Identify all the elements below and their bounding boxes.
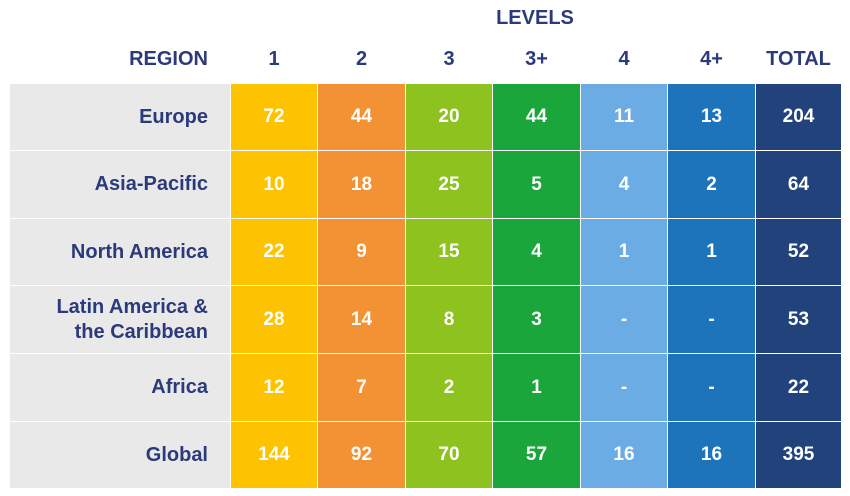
column-header-6: 4+ (700, 47, 723, 70)
column-header-3: 3 (443, 47, 455, 70)
data-cell-r5-c5: - (581, 354, 667, 421)
row-label-4: Latin America & the Caribbean (10, 286, 230, 353)
data-cell-r3-c3: 15 (406, 219, 492, 285)
data-cell-r1-c1: 72 (231, 84, 317, 150)
column-header-7: TOTAL (766, 47, 831, 70)
data-cell-r2-c3: 25 (406, 151, 492, 218)
data-cell-r6-c2: 92 (318, 422, 405, 488)
data-cell-r5-c3: 2 (406, 354, 492, 421)
data-cell-r5-c2: 7 (318, 354, 405, 421)
row-label-5: Africa (10, 354, 230, 421)
data-cell-r2-c4: 5 (493, 151, 580, 218)
data-cell-r5-c6: - (668, 354, 755, 421)
data-cell-r2-c6: 2 (668, 151, 755, 218)
column-header-2: 2 (355, 47, 368, 70)
data-cell-r5-c4: 1 (493, 354, 580, 421)
region-header: REGION (129, 47, 208, 70)
data-cell-r3-c4: 4 (493, 219, 580, 285)
data-cell-r4-c1: 28 (231, 286, 317, 353)
data-cell-r2-c1: 10 (231, 151, 317, 218)
data-cell-r3-c2: 9 (318, 219, 405, 285)
data-cell-r1-c5: 11 (581, 84, 667, 150)
row-label-6: Global (10, 422, 230, 488)
data-cell-r3-c5: 1 (581, 219, 667, 285)
column-header-5: 4 (618, 47, 630, 70)
data-cell-r6-c5: 16 (581, 422, 667, 488)
data-cell-r3-c7: 52 (756, 219, 841, 285)
data-cell-r6-c4: 57 (493, 422, 580, 488)
column-header-4: 3+ (525, 47, 548, 70)
data-cell-r6-c3: 70 (406, 422, 492, 488)
data-cell-r4-c7: 53 (756, 286, 841, 353)
data-cell-r5-c7: 22 (756, 354, 841, 421)
data-cell-r2-c5: 4 (581, 151, 667, 218)
data-cell-r4-c6: - (668, 286, 755, 353)
data-cell-r1-c2: 44 (318, 84, 405, 150)
table-title: LEVELS (496, 6, 574, 29)
data-cell-r4-c3: 8 (406, 286, 492, 353)
data-cell-r6-c7: 395 (756, 422, 841, 488)
data-cell-r4-c4: 3 (493, 286, 580, 353)
data-cell-r4-c2: 14 (318, 286, 405, 353)
data-cell-r2-c2: 18 (318, 151, 405, 218)
data-cell-r4-c5: - (581, 286, 667, 353)
row-label-2: Asia-Pacific (10, 151, 230, 218)
data-cell-r1-c4: 44 (493, 84, 580, 150)
data-cell-r1-c3: 20 (406, 84, 492, 150)
data-cell-r6-c1: 144 (231, 422, 317, 488)
data-cell-r3-c1: 22 (231, 219, 317, 285)
data-cell-r3-c6: 1 (668, 219, 755, 285)
column-header-1: 1 (268, 47, 280, 70)
data-cell-r1-c7: 204 (756, 84, 841, 150)
data-cell-r6-c6: 16 (668, 422, 755, 488)
data-cell-r5-c1: 12 (231, 354, 317, 421)
row-label-1: Europe (10, 84, 230, 150)
data-cell-r1-c6: 13 (668, 84, 755, 150)
data-cell-r2-c7: 64 (756, 151, 841, 218)
row-label-3: North America (10, 219, 230, 285)
